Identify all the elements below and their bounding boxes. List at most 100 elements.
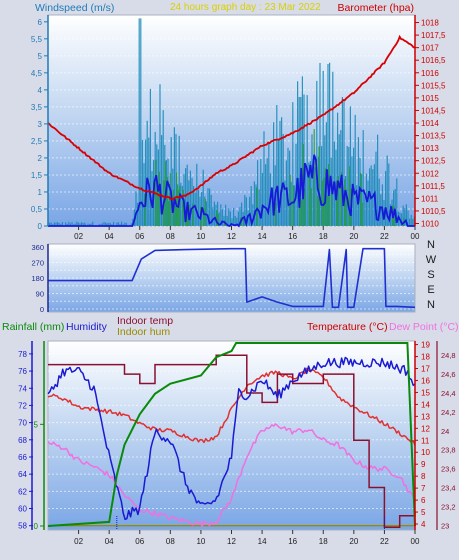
compass-letter: W: [426, 254, 437, 266]
barometer-axis-title: Barometer (hpa): [338, 2, 414, 14]
wind-tick-label: 6: [38, 18, 43, 27]
direction-plot-area: [47, 243, 416, 313]
direction-tick-label: 90: [36, 290, 44, 299]
x-tick-label: 16: [288, 232, 297, 241]
dew-point-line: [47, 423, 416, 528]
x-tick-label: 06: [135, 537, 144, 546]
wind-tick-label: 4,5: [31, 69, 43, 78]
climate-plot-area: [47, 340, 416, 531]
indoor-temp-axis-title: Indoor temp: [117, 315, 173, 327]
x-tick-label: 02: [74, 537, 83, 546]
temperature-tick-label: 12: [421, 424, 430, 433]
indoor-temp-tick-label: 23,2: [441, 502, 456, 511]
x-tick-label: 10: [196, 232, 205, 241]
wind-tick-label: 2,5: [31, 137, 43, 146]
compass-letter: E: [427, 284, 434, 296]
barometer-tick-label: 1011,5: [421, 182, 445, 191]
temperature-tick-label: 4: [421, 520, 426, 529]
barometer-tick-label: 1012: [421, 169, 439, 178]
x-tick-label: 14: [258, 232, 267, 241]
chart-title: 24 hours graph day : 23 Mar 2022: [170, 2, 321, 13]
wind-tick-label: 0: [38, 222, 43, 231]
indoor-hum-axis-title: Indoor hum: [117, 326, 170, 338]
humidity-tick-label: 76: [18, 367, 27, 376]
humidity-tick-label: 58: [18, 522, 27, 531]
temperature-tick-label: 19: [421, 341, 430, 350]
x-tick-label: 10: [196, 537, 205, 546]
direction-line: [48, 247, 416, 309]
x-tick-label: 00: [411, 537, 420, 546]
temperature-tick-label: 10: [421, 448, 430, 457]
humidity-tick-label: 66: [18, 453, 27, 462]
wind-tick-label: 0,5: [31, 205, 43, 214]
x-tick-label: 04: [105, 232, 114, 241]
temperature-tick-label: 6: [421, 496, 426, 505]
temperature-tick-label: 18: [421, 353, 430, 362]
windspeed-axis-title: Windspeed (m/s): [35, 2, 114, 14]
x-tick-label: 20: [349, 537, 358, 546]
barometer-tick-label: 1016,5: [421, 56, 446, 65]
x-tick-label: 06: [135, 232, 144, 241]
direction-tick-label: 0: [40, 305, 44, 314]
indoor-temp-tick-label: 24,4: [441, 389, 456, 398]
indoor-temp-tick-label: 24: [441, 427, 449, 436]
x-tick-label: 22: [380, 537, 389, 546]
barometer-line: [47, 34, 415, 200]
temperature-tick-label: 15: [421, 388, 430, 397]
barometer-tick-label: 1013,5: [421, 132, 446, 141]
humidity-tick-label: 64: [18, 470, 27, 479]
indoor-temp-tick-label: 23,8: [441, 446, 456, 455]
wind-tick-label: 1: [38, 188, 43, 197]
temperature-tick-label: 8: [421, 472, 426, 481]
rain-tick-label: 5: [34, 420, 39, 429]
x-tick-label: 20: [349, 232, 358, 241]
barometer-tick-label: 1015,5: [421, 81, 446, 90]
barometer-tick-label: 1014: [421, 119, 439, 128]
x-tick-label: 00: [411, 232, 420, 241]
barometer-tick-label: 1010: [421, 219, 439, 228]
compass-letter: S: [427, 269, 434, 281]
x-tick-label: 02: [74, 232, 83, 241]
wind-tick-label: 3: [38, 120, 43, 129]
rainfall-line: [47, 342, 416, 527]
barometer-tick-label: 1017,5: [421, 31, 446, 40]
barometer-tick-label: 1014,5: [421, 106, 446, 115]
rainfall-axis-title: Rainfall (mm): [2, 321, 64, 333]
humidity-axis-title: Humidity: [66, 321, 108, 333]
x-tick-label: 08: [166, 537, 175, 546]
x-tick-label: 08: [166, 232, 175, 241]
wind-tick-label: 2: [38, 154, 43, 163]
temperature-tick-label: 5: [421, 508, 426, 517]
barometer-tick-label: 1018: [421, 19, 439, 28]
indoor-temp-tick-label: 24,6: [441, 370, 456, 379]
barometer-tick-label: 1017: [421, 44, 439, 53]
rain-tick-label: 0: [34, 522, 39, 531]
direction-tick-label: 360: [31, 243, 44, 252]
indoor-temp-tick-label: 23: [441, 521, 449, 530]
indoor-temp-tick-label: 24,8: [441, 351, 456, 360]
x-tick-label: 16: [288, 537, 297, 546]
barometer-tick-label: 1010,5: [421, 207, 446, 216]
barometer-tick-label: 1016: [421, 69, 439, 78]
wind-tick-label: 5: [38, 52, 43, 61]
indoor-temp-tick-label: 23,4: [441, 483, 456, 492]
compass-letter: N: [427, 299, 435, 311]
temperature-tick-label: 17: [421, 365, 430, 374]
temperature-tick-label: 7: [421, 484, 426, 493]
humidity-tick-label: 78: [18, 350, 27, 359]
wind-tick-label: 5,5: [31, 35, 43, 44]
indoor-temp-tick-label: 23,6: [441, 465, 456, 474]
indoor-temp-tick-label: 24,2: [441, 408, 456, 417]
x-tick-label: 18: [319, 537, 328, 546]
barometer-tick-label: 1015: [421, 94, 439, 103]
barometer-tick-label: 1013: [421, 144, 439, 153]
temperature-tick-label: 11: [421, 436, 430, 445]
barometer-tick-label: 1011: [421, 194, 439, 203]
x-tick-label: 12: [227, 537, 236, 546]
temperature-tick-label: 14: [421, 400, 430, 409]
wind-tick-label: 4: [38, 86, 43, 95]
x-tick-label: 14: [258, 537, 267, 546]
humidity-line: [47, 356, 416, 521]
